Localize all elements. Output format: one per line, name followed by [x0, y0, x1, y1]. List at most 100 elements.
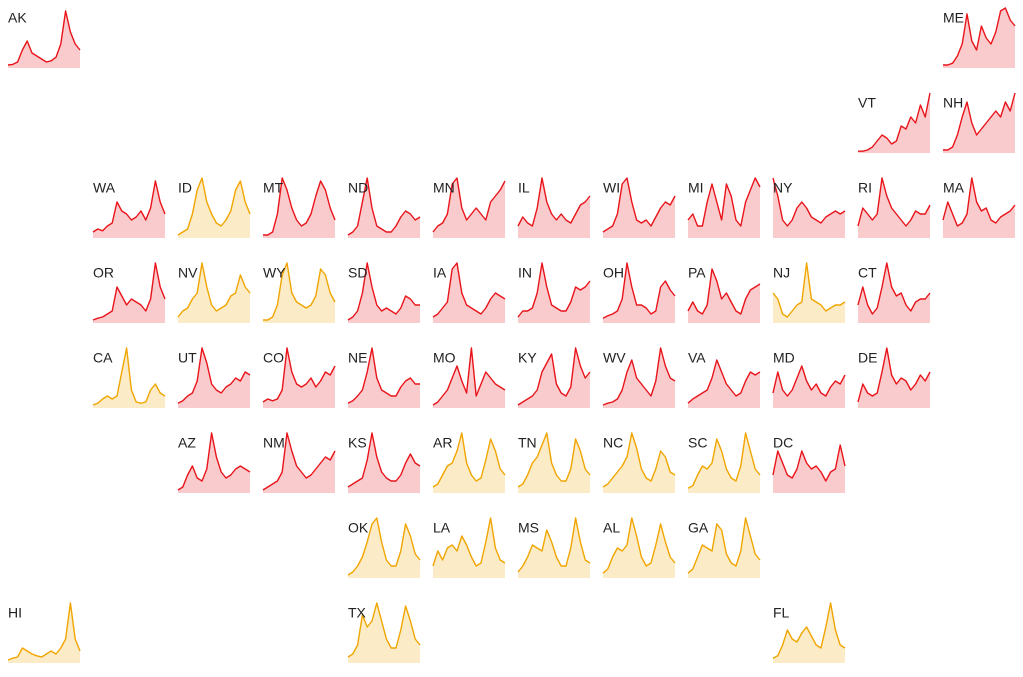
line [432, 177, 506, 233]
line [687, 177, 761, 227]
state-label: WI [603, 180, 620, 196]
state-label: MA [943, 180, 965, 196]
state-label: NE [348, 350, 367, 366]
line [92, 347, 166, 406]
area [688, 518, 760, 578]
state-label: LA [433, 520, 451, 536]
area [263, 433, 335, 493]
area [348, 348, 420, 408]
line [857, 262, 931, 315]
area [858, 93, 930, 153]
line [7, 10, 81, 66]
state-label: RI [858, 180, 872, 196]
line [517, 432, 591, 488]
line [687, 268, 761, 315]
area [688, 433, 760, 493]
state-label: ID [178, 180, 192, 196]
area [263, 263, 335, 323]
line [92, 262, 166, 321]
state-label: AK [8, 10, 27, 26]
line [857, 177, 931, 227]
line [347, 347, 420, 404]
area [8, 11, 80, 68]
line [432, 517, 506, 567]
area [773, 366, 845, 408]
state-label: FL [773, 605, 790, 621]
line [263, 262, 336, 321]
line [602, 347, 676, 406]
state-label: IL [518, 180, 530, 196]
line [347, 602, 421, 658]
area [348, 603, 420, 663]
line [857, 347, 931, 403]
line [177, 432, 251, 491]
line [772, 262, 846, 318]
area [348, 178, 420, 238]
state-label: AZ [178, 435, 196, 451]
line [517, 517, 591, 573]
area [858, 178, 930, 238]
line [92, 180, 166, 233]
line [772, 602, 846, 659]
area [773, 263, 845, 323]
area [773, 603, 845, 663]
line [943, 92, 1016, 151]
state-label: OR [93, 265, 114, 281]
state-label: IA [433, 265, 447, 281]
line [687, 359, 761, 404]
state-label: SD [348, 265, 367, 281]
state-label: MO [433, 350, 456, 366]
state-label: AL [603, 520, 620, 536]
line [263, 177, 336, 236]
area [93, 348, 165, 408]
state-label: KS [348, 435, 367, 451]
line [517, 177, 591, 227]
line [432, 432, 506, 488]
state-label: WV [603, 350, 626, 366]
line [687, 432, 761, 489]
area [433, 348, 505, 408]
state-label: VA [688, 350, 706, 366]
area [93, 263, 165, 323]
state-label: HI [8, 605, 22, 621]
state-label: NH [943, 95, 963, 111]
area [433, 518, 505, 578]
line [602, 177, 676, 233]
line [432, 347, 506, 406]
state-label: OK [348, 520, 369, 536]
line [517, 262, 591, 318]
state-label: NY [773, 180, 793, 196]
line [262, 432, 336, 491]
area [603, 433, 675, 493]
line [347, 432, 421, 488]
line [943, 7, 1016, 66]
state-label: UT [178, 350, 197, 366]
state-label: AR [433, 435, 452, 451]
line [772, 365, 846, 397]
state-label: ND [348, 180, 368, 196]
area [773, 445, 845, 493]
state-label: VT [858, 95, 876, 111]
state-label: IN [518, 265, 532, 281]
state-label: MT [263, 180, 284, 196]
area [348, 518, 420, 578]
state-label: ME [943, 10, 964, 26]
state-label: CT [858, 265, 877, 281]
state-label: DE [858, 350, 877, 366]
line [262, 347, 336, 403]
area [518, 518, 590, 578]
state-label: MI [688, 180, 704, 196]
state-label: PA [688, 265, 706, 281]
state-label: CA [93, 350, 113, 366]
state-label: GA [688, 520, 709, 536]
line [7, 602, 81, 661]
state-label: OH [603, 265, 624, 281]
area [348, 433, 420, 493]
line [517, 347, 591, 406]
state-label: TX [348, 605, 367, 621]
state-label: TN [518, 435, 537, 451]
area [518, 348, 590, 408]
area [518, 263, 590, 323]
state-label: NV [178, 265, 198, 281]
area [518, 178, 590, 238]
